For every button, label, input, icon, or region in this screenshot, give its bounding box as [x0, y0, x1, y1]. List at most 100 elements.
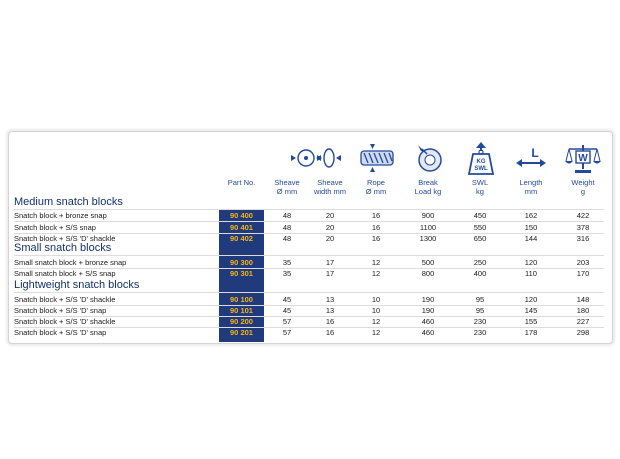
rope-diameter-value: 16 [371, 234, 381, 243]
swl-value: 250 [473, 258, 487, 267]
sheave-width-value: 20 [325, 223, 335, 232]
rope-diameter-value: 12 [371, 317, 381, 326]
sheave-diameter-value: 57 [282, 328, 292, 337]
sheave-width-value: 20 [325, 234, 335, 243]
divider [14, 268, 604, 269]
break-load-value: 460 [421, 317, 435, 326]
rope-diameter-value: 16 [371, 223, 381, 232]
weight-value: 170 [576, 269, 590, 278]
length-value: 155 [524, 317, 538, 326]
weight-value: 148 [576, 295, 590, 304]
weight-value: 227 [576, 317, 590, 326]
swl-weight-icon: KG SWL [465, 141, 497, 175]
header-part-no: Part No. [227, 178, 256, 187]
section-title-medium: Medium snatch blocks [14, 196, 123, 208]
product-name: Snatch block + S/S 'D' snap [14, 328, 107, 337]
product-name: Snatch block + bronze snap [14, 211, 107, 220]
length-value: 144 [524, 234, 538, 243]
length-value: 150 [524, 223, 538, 232]
weight-value: 203 [576, 258, 590, 267]
length-value: 120 [524, 258, 538, 267]
divider [14, 255, 604, 256]
header-sheave-width: Sheave width mm [313, 178, 347, 196]
sheave-width-value: 16 [325, 328, 335, 337]
divider [14, 233, 604, 234]
sheave-diameter-value: 57 [282, 317, 292, 326]
section-title-small: Small snatch blocks [14, 242, 112, 254]
break-load-value: 900 [421, 211, 435, 220]
rope-diameter-value: 10 [371, 306, 381, 315]
product-name: Small snatch block + S/S snap [14, 269, 116, 278]
sheave-diameter-value: 45 [282, 306, 292, 315]
swl-value: 230 [473, 317, 487, 326]
sheave-diameter-value: 45 [282, 295, 292, 304]
swl-value: 650 [473, 234, 487, 243]
sheave-width-value: 17 [325, 258, 335, 267]
rope-diameter-value: 16 [371, 211, 381, 220]
part-number: 90 201 [230, 328, 253, 337]
spec-table-card [8, 131, 613, 344]
weight-value: 378 [576, 223, 590, 232]
weight-value: 298 [576, 328, 590, 337]
length-value: 178 [524, 328, 538, 337]
table-row: Snatch block + S/S 'D' snap 90 201 57 16… [0, 327, 620, 338]
swl-value: 95 [475, 295, 485, 304]
svg-text:KG: KG [477, 159, 486, 165]
part-number: 90 100 [230, 295, 253, 304]
weight-value: 422 [576, 211, 590, 220]
length-value: 110 [525, 269, 537, 278]
swl-value: 550 [473, 223, 487, 232]
header-weight: Weight g [571, 178, 595, 196]
weight-value: 316 [576, 234, 590, 243]
break-load-value: 190 [421, 306, 435, 315]
rope-diameter-value: 12 [371, 269, 381, 278]
product-name: Snatch block + S/S snap [14, 223, 96, 232]
break-load-value: 460 [421, 328, 435, 337]
svg-text:SWL: SWL [474, 166, 488, 172]
divider [14, 316, 604, 317]
table-row: Snatch block + S/S snap 90 401 48 20 16 … [0, 222, 620, 233]
rope-diameter-icon [359, 141, 397, 175]
header-swl: SWL kg [471, 178, 489, 196]
part-number: 90 401 [230, 223, 253, 232]
svg-text:L: L [531, 146, 538, 160]
header-rope-diameter: Rope Ø mm [365, 178, 387, 196]
length-value: 162 [524, 211, 538, 220]
table-row: Snatch block + S/S 'D' shackle 90 200 57… [0, 316, 620, 327]
length-value: 120 [524, 295, 538, 304]
part-number: 90 301 [230, 269, 253, 278]
rope-diameter-value: 10 [371, 295, 381, 304]
sheave-diameter-value: 35 [282, 269, 292, 278]
break-load-value: 800 [421, 269, 435, 278]
divider [14, 209, 604, 210]
sheave-diameter-value: 35 [282, 258, 292, 267]
sheave-width-value: 17 [325, 269, 335, 278]
rope-diameter-value: 12 [371, 258, 381, 267]
sheave-width-value: 13 [325, 295, 335, 304]
section-title-lightweight: Lightweight snatch blocks [14, 279, 140, 291]
break-load-value: 1300 [419, 234, 437, 243]
length-value: 145 [524, 306, 538, 315]
sheave-width-value: 20 [325, 211, 335, 220]
product-name: Snatch block + S/S 'D' shackle [14, 234, 116, 243]
table-row: Small snatch block + S/S snap 90 301 35 … [0, 268, 620, 279]
sheave-diameter-value: 48 [282, 211, 292, 220]
scales-icon: W [565, 141, 601, 175]
product-name: Snatch block + S/S 'D' snap [14, 306, 107, 315]
table-row: Snatch block + S/S 'D' shackle 90 100 45… [0, 294, 620, 305]
length-icon: L [514, 141, 548, 175]
product-name: Small snatch block + bronze snap [14, 258, 127, 267]
product-name: Snatch block + S/S 'D' shackle [14, 317, 116, 326]
divider [14, 292, 604, 293]
swl-value: 230 [473, 328, 487, 337]
part-number: 90 402 [230, 234, 253, 243]
swl-value: 450 [473, 211, 487, 220]
break-load-value: 500 [421, 258, 435, 267]
header-sheave-diameter: Sheave Ø mm [274, 178, 300, 196]
part-number: 90 300 [230, 258, 253, 267]
divider [14, 221, 604, 222]
table-row: Snatch block + S/S 'D' snap 90 101 45 13… [0, 305, 620, 316]
break-load-value: 1100 [419, 223, 437, 232]
part-number-column-highlight [219, 209, 264, 342]
product-name: Snatch block + S/S 'D' shackle [14, 295, 116, 304]
